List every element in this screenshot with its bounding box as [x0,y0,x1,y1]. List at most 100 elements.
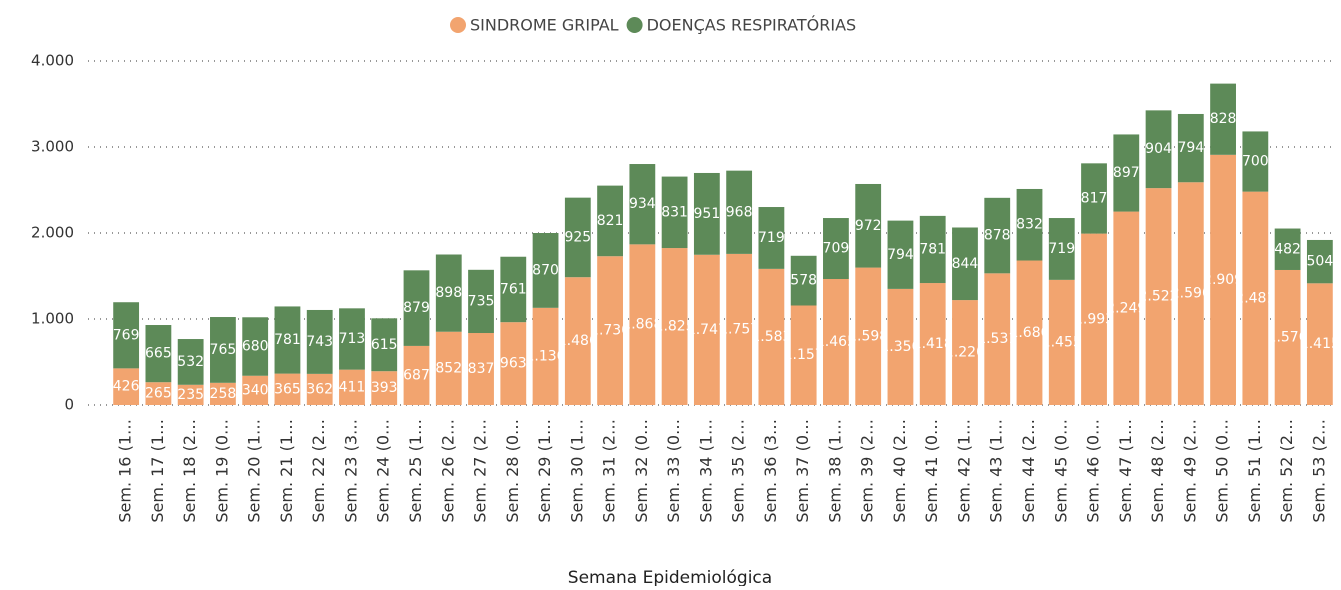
bar-segment [597,185,623,257]
data-label: 1.825 [655,319,695,335]
x-tick-label: Sem. 22 (2… [309,419,328,523]
data-label: 821 [597,213,624,229]
bar-segment [1242,191,1269,405]
bar-segment [629,164,656,245]
data-label: 1.220 [945,345,985,361]
bar-segment [371,371,398,405]
bar-segment [1177,182,1204,405]
bar-segment [500,322,527,405]
data-label: 781 [274,332,301,348]
bar-segment [726,170,753,254]
data-label: 743 [306,334,333,350]
x-tick-label: Sem. 49 (2… [1180,419,1199,523]
bar-segment [1306,283,1333,405]
x-tick-label: Sem. 43 (1… [987,419,1006,523]
x-tick-label: Sem. 24 (0… [374,419,393,523]
data-label: 340 [242,382,269,398]
x-tick-label: Sem. 17 (1… [148,419,167,523]
data-label: 831 [661,204,688,220]
data-label: 844 [952,256,979,272]
bar-segment [371,318,398,372]
x-tick-label: Sem. 50 (0… [1213,419,1232,523]
bar-segment [274,306,301,374]
bar-segment [403,345,430,405]
x-tick-label: Sem. 47 (1… [1116,419,1135,523]
data-label: 700 [1242,154,1269,170]
bar-segment [693,172,720,255]
data-label: 951 [694,206,721,222]
data-label: 680 [242,339,269,355]
y-tick-label: 3.000 [31,138,74,156]
bar-segment [564,197,591,278]
legend-label: SINDROME GRIPAL [470,16,619,35]
data-label: 578 [790,273,817,289]
x-tick-label: Sem. 26 (2… [438,419,457,523]
bar-segment [887,288,914,405]
data-label: 1.680 [1009,325,1049,341]
x-tick-label: Sem. 38 (1… [825,419,844,523]
legend-label: DOENÇAS RESPIRATÓRIAS [647,16,857,35]
data-label: 879 [403,300,430,316]
x-tick-label: Sem. 30 (1… [567,419,586,523]
data-label: 1.418 [913,336,953,352]
bar-segment [306,309,333,374]
data-label: 1.868 [622,317,662,333]
bar-segment [919,215,946,284]
x-tick-label: Sem. 21 (1… [277,419,296,523]
data-label: 1.757 [719,321,759,337]
y-tick-label: 1.000 [31,310,74,328]
bar-segment [1016,260,1043,405]
bar-segment [597,256,623,405]
x-tick-label: Sem. 25 (1… [406,419,425,523]
x-tick-label: Sem. 53 (2… [1309,419,1328,523]
bar-segment [823,218,849,280]
x-tick-label: Sem. 23 (3… [341,419,360,523]
data-label: 411 [339,379,366,395]
data-label: 897 [1113,165,1140,181]
bar-segment [1274,228,1301,270]
bar-segment [693,254,720,405]
data-label: 852 [435,360,462,376]
data-label: 532 [177,354,204,370]
data-label: 1.993 [1074,311,1114,327]
x-tick-label: Sem. 19 (0… [212,419,231,523]
bar-segment [564,277,591,405]
bar-segment [1242,131,1269,192]
x-tick-label: Sem. 20 (1… [245,419,264,523]
bar-segment [1145,188,1172,405]
bar-segment [1048,279,1075,405]
x-tick-label: Sem. 40 (2… [890,419,909,523]
data-label: 665 [145,346,172,362]
data-label: 615 [371,337,398,353]
data-label: 713 [339,331,366,347]
legend-marker [450,17,466,33]
bar-segment [952,227,978,301]
data-label: 1.747 [687,322,727,338]
data-label: 1.455 [1042,334,1082,350]
bar-segment [758,207,785,269]
x-tick-label: Sem. 18 (2… [180,419,199,523]
x-tick-label: Sem. 41 (0… [922,419,941,523]
data-label: 1.598 [848,328,888,344]
data-label: 898 [435,285,462,301]
y-tick-label: 2.000 [31,224,74,242]
data-label: 687 [403,367,430,383]
bar-segment [468,333,494,405]
data-label: 1.531 [977,331,1017,347]
bar-segment [726,253,753,405]
y-tick-label: 0 [64,396,74,414]
bar-segment [758,268,785,405]
data-label: 837 [468,361,495,377]
data-label: 365 [274,381,301,397]
bar-segment [500,256,527,323]
data-label: 719 [758,230,785,246]
bar-segment [339,369,365,405]
data-label: 1.350 [880,339,920,355]
data-label: 265 [145,386,172,402]
bar-segment [145,382,172,405]
data-label: 870 [532,262,559,278]
data-label: 2.522 [1139,289,1179,305]
data-label: 735 [468,293,495,309]
bar-segment [113,302,140,369]
bar-segment [952,300,978,405]
